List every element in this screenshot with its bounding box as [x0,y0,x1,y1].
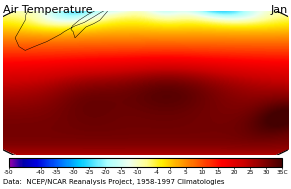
Text: Jan: Jan [271,5,288,15]
Text: Data:  NCEP/NCAR Reanalysis Project, 1958-1997 Climatologies: Data: NCEP/NCAR Reanalysis Project, 1958… [3,179,224,185]
Text: Air Temperature: Air Temperature [3,5,93,15]
